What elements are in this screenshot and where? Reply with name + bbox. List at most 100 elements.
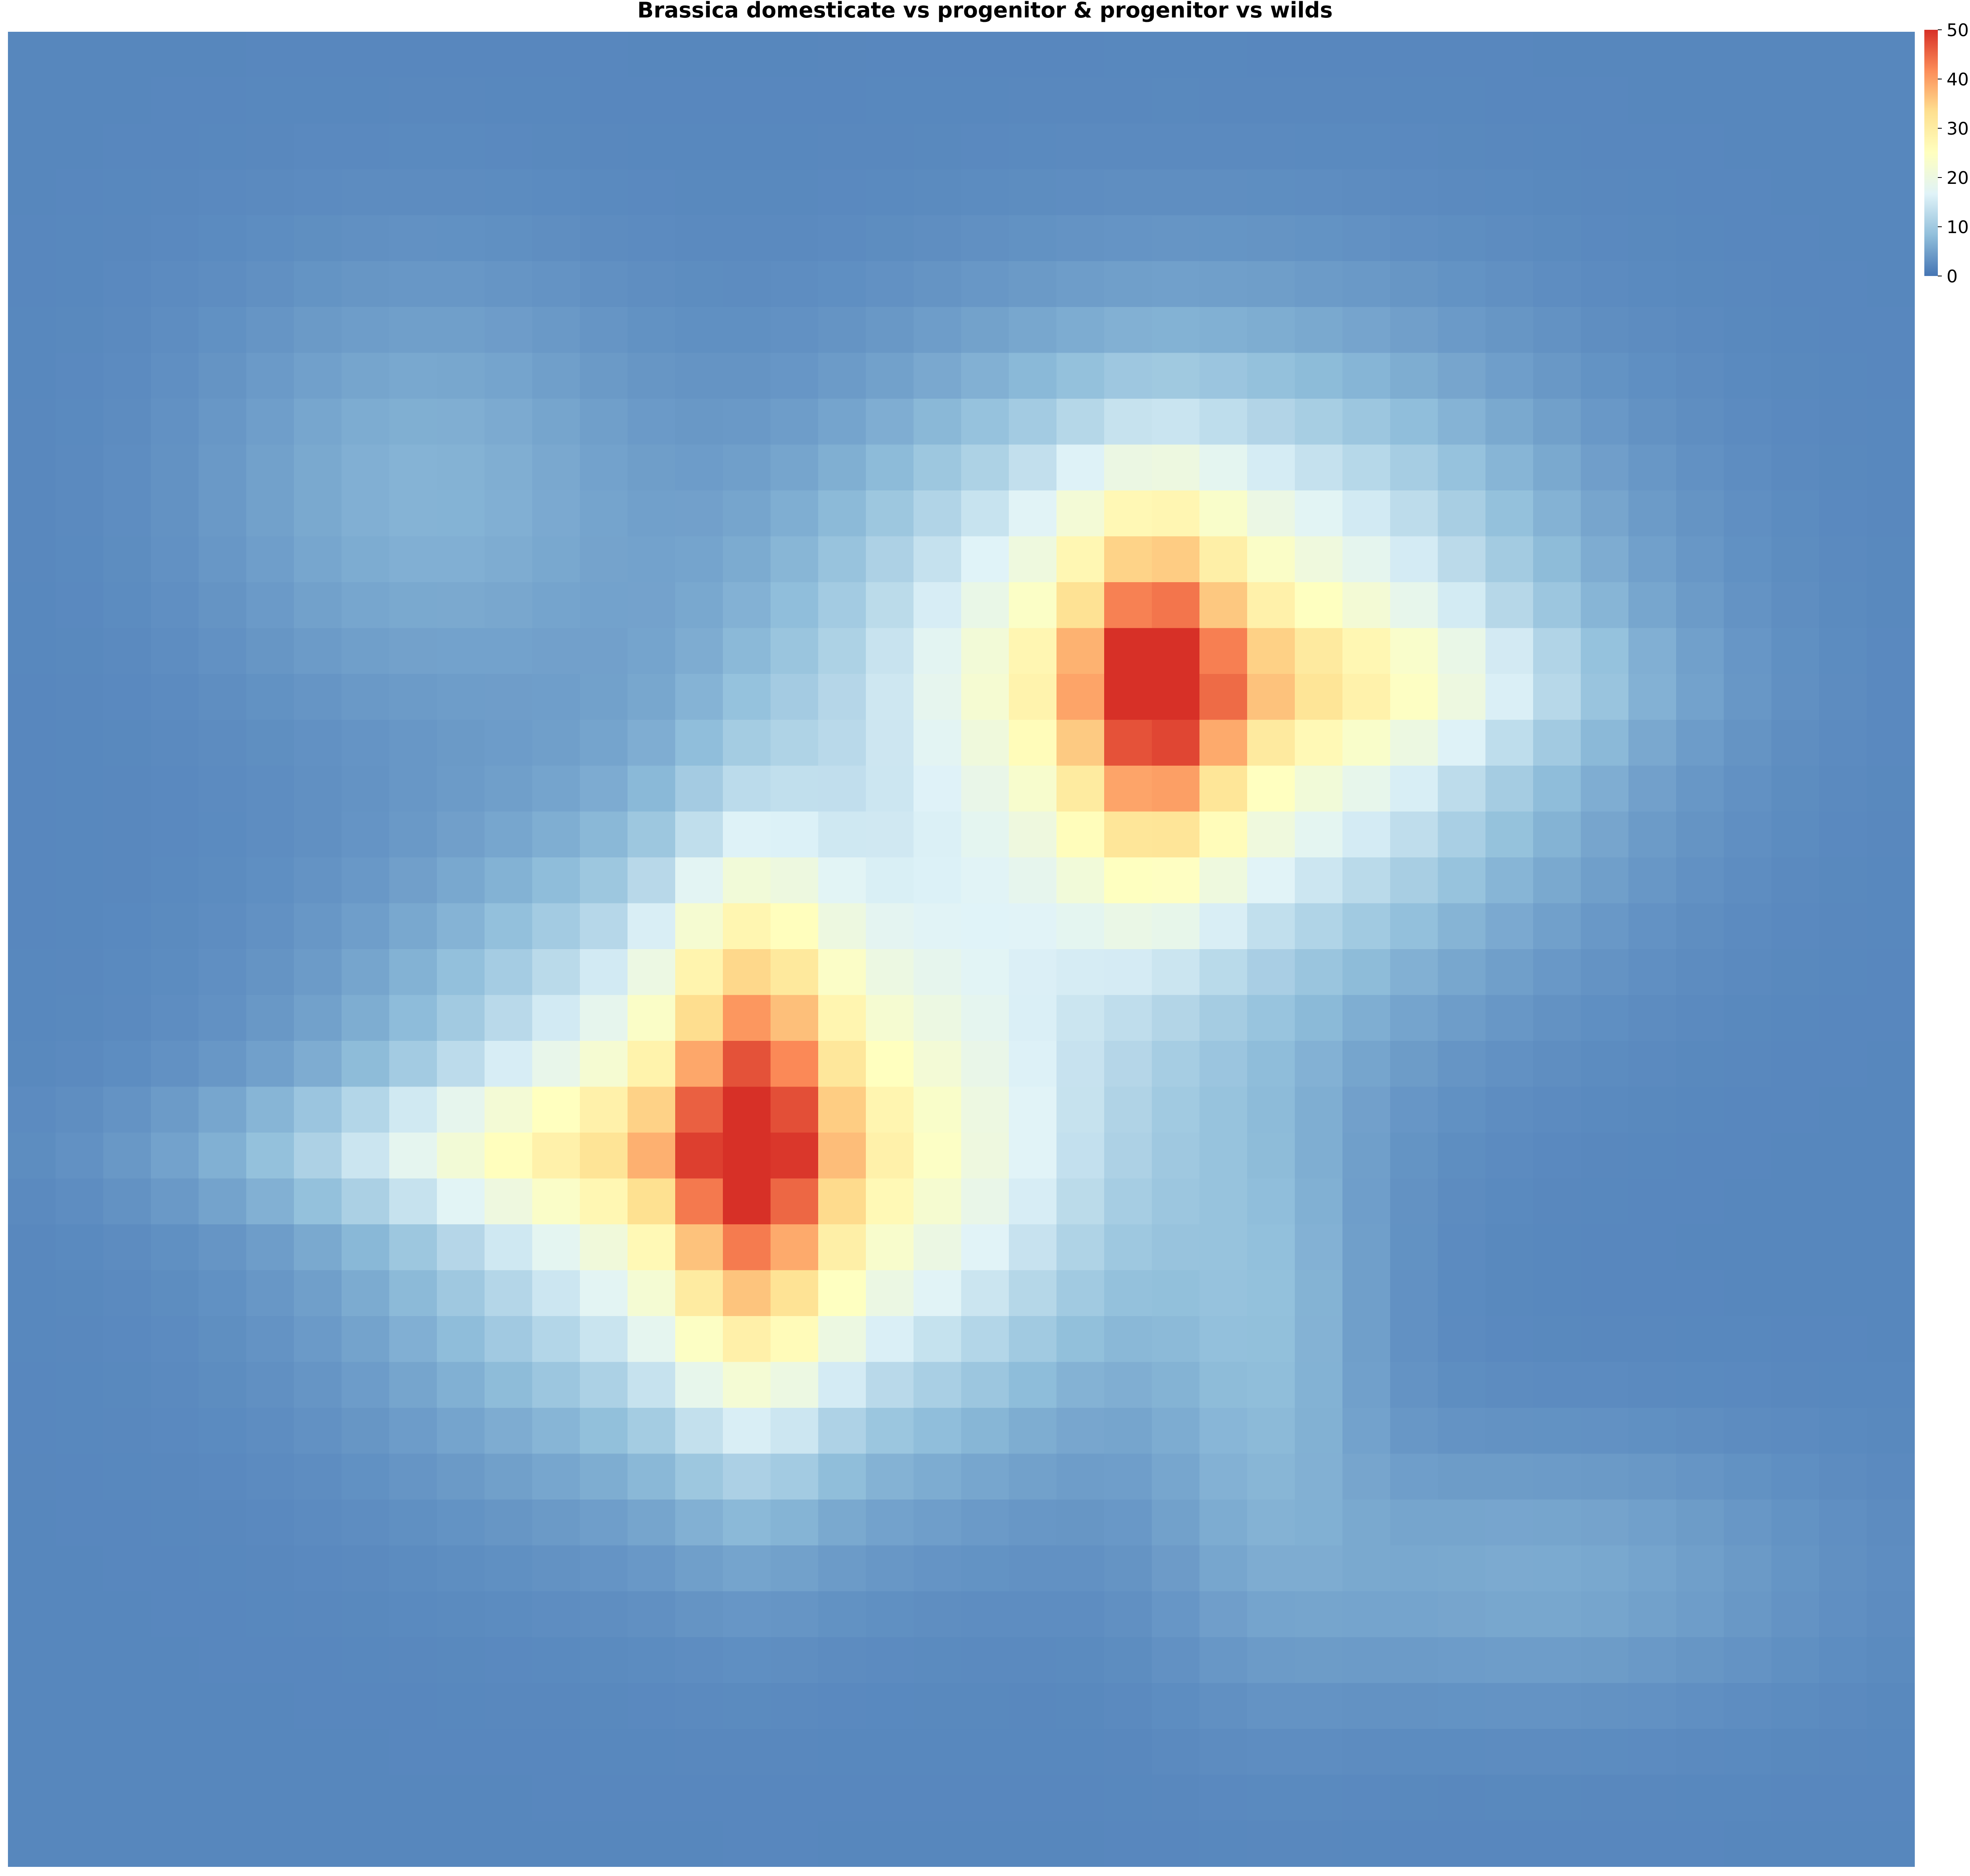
heatmap-cell	[1438, 124, 1486, 170]
heatmap-cell	[485, 1316, 533, 1363]
heatmap-cell	[1533, 1408, 1581, 1454]
heatmap-cell	[1628, 1683, 1676, 1729]
heatmap-cell	[1199, 949, 1248, 996]
heatmap-cell	[532, 1683, 580, 1729]
heatmap-cell	[199, 215, 247, 262]
heatmap-cell	[771, 582, 819, 629]
heatmap-cell	[246, 1133, 294, 1179]
heatmap-cell	[1104, 995, 1152, 1041]
heatmap-cell	[961, 32, 1009, 78]
heatmap-cell	[818, 1591, 866, 1638]
heatmap-cell	[342, 949, 390, 996]
heatmap-cell	[1819, 307, 1867, 353]
heatmap-cell	[151, 628, 199, 674]
heatmap-cell	[1390, 903, 1438, 950]
heatmap-cell	[628, 628, 676, 674]
heatmap-cell	[1438, 1178, 1486, 1225]
heatmap-cell	[103, 307, 151, 353]
heatmap-cell	[1199, 77, 1248, 124]
heatmap-cell	[1199, 1408, 1248, 1454]
heatmap-cell	[1342, 399, 1391, 445]
heatmap-cell	[580, 490, 628, 537]
heatmap-cell	[1581, 1683, 1629, 1729]
heatmap-cell	[389, 536, 437, 583]
heatmap-cell	[1581, 1729, 1629, 1775]
heatmap-cell	[294, 1729, 342, 1775]
heatmap-cell	[1152, 1729, 1200, 1775]
heatmap-cell	[1295, 1637, 1343, 1683]
heatmap-cell	[1676, 215, 1724, 262]
heatmap-cell	[199, 628, 247, 674]
heatmap-cell	[1152, 1591, 1200, 1638]
heatmap-cell	[1533, 261, 1581, 307]
heatmap-cell	[961, 1408, 1009, 1454]
heatmap-cell	[199, 353, 247, 399]
heatmap-cell	[1295, 857, 1343, 904]
heatmap-cell	[961, 582, 1009, 629]
heatmap-cell	[1533, 1453, 1581, 1500]
heatmap-cell	[342, 77, 390, 124]
heatmap-cell	[1390, 1683, 1438, 1729]
heatmap-cell	[1152, 1683, 1200, 1729]
heatmap-cell	[1342, 1500, 1391, 1546]
heatmap-cell	[151, 1637, 199, 1683]
heatmap-cell	[628, 1178, 676, 1225]
heatmap-cell	[1438, 261, 1486, 307]
heatmap-cell	[1771, 949, 1819, 996]
heatmap-cell	[675, 903, 723, 950]
heatmap-cell	[1009, 628, 1057, 674]
heatmap-cell	[1056, 1683, 1105, 1729]
heatmap-cell	[1724, 949, 1772, 996]
heatmap-cell	[1485, 1729, 1534, 1775]
heatmap-cell	[103, 1637, 151, 1683]
heatmap-cell	[1104, 1729, 1152, 1775]
heatmap-cell	[1056, 1316, 1105, 1363]
heatmap-cell	[1009, 1500, 1057, 1546]
heatmap-cell	[1438, 766, 1486, 812]
heatmap-cell	[723, 444, 771, 491]
heatmap-cell	[1771, 1775, 1819, 1821]
heatmap-cell	[1295, 811, 1343, 858]
heatmap-cell	[1104, 1087, 1152, 1133]
heatmap-cell	[675, 353, 723, 399]
heatmap-cell	[1771, 1453, 1819, 1500]
heatmap-cell	[1199, 261, 1248, 307]
heatmap-cell	[1819, 1820, 1867, 1867]
heatmap-cell	[1009, 1041, 1057, 1087]
heatmap-cell	[1438, 1087, 1486, 1133]
heatmap-cell	[866, 1408, 914, 1454]
heatmap-cell	[1819, 1545, 1867, 1592]
heatmap-cell	[1295, 169, 1343, 216]
heatmap-cell	[1724, 32, 1772, 78]
heatmap-cell	[1247, 1178, 1295, 1225]
heatmap-cell	[532, 307, 580, 353]
heatmap-cell	[1342, 1729, 1391, 1775]
heatmap-cell	[1485, 857, 1534, 904]
heatmap-cell	[961, 1545, 1009, 1592]
heatmap-cell	[961, 353, 1009, 399]
heatmap-cell	[294, 857, 342, 904]
heatmap-cell	[1771, 1224, 1819, 1271]
heatmap-cell	[1009, 1453, 1057, 1500]
heatmap-cell	[723, 307, 771, 353]
heatmap-cell	[246, 77, 294, 124]
heatmap-cell	[1533, 399, 1581, 445]
heatmap-cell	[1390, 582, 1438, 629]
heatmap-cell	[1628, 857, 1676, 904]
heatmap-cell	[675, 811, 723, 858]
heatmap-cell	[1819, 628, 1867, 674]
heatmap-cell	[1724, 1133, 1772, 1179]
heatmap-cell	[628, 1316, 676, 1363]
heatmap-cell	[1676, 1041, 1724, 1087]
heatmap-cell	[1295, 444, 1343, 491]
heatmap-cell	[675, 766, 723, 812]
heatmap-cell	[437, 582, 485, 629]
heatmap-cell	[56, 32, 104, 78]
heatmap-cell	[199, 399, 247, 445]
heatmap-cell	[771, 1775, 819, 1821]
heatmap-cell	[1104, 582, 1152, 629]
heatmap-cell	[628, 1683, 676, 1729]
heatmap-cell	[151, 536, 199, 583]
heatmap-cell	[580, 1178, 628, 1225]
heatmap-cell	[246, 1316, 294, 1363]
